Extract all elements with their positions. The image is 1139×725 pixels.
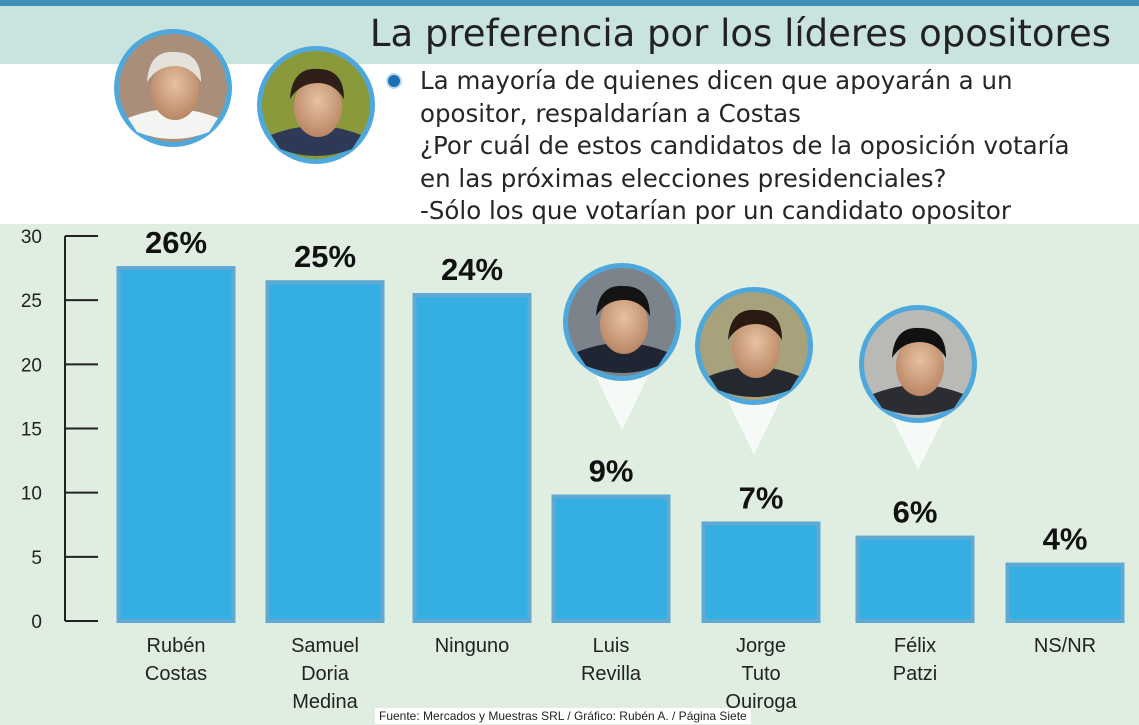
value-label: 24%	[441, 252, 503, 287]
category-label: Jorge	[736, 635, 786, 657]
portrait-hair	[596, 285, 650, 316]
y-tick-label: 0	[31, 612, 42, 633]
candidate-photo	[257, 46, 375, 215]
category-label: Costas	[145, 663, 207, 685]
top-strip	[0, 0, 1139, 6]
y-tick-label: 15	[21, 420, 42, 441]
y-tick-label: 20	[21, 355, 42, 376]
portrait-hair	[290, 68, 344, 99]
value-label: 4%	[1043, 522, 1088, 557]
description-line: en las próximas elecciones presidenciale…	[420, 163, 947, 193]
description-line: La mayoría de quienes dicen que apoyarán…	[420, 66, 1013, 95]
bar	[551, 494, 671, 623]
category-label: Tuto	[741, 663, 780, 685]
portrait-shoulders	[128, 109, 218, 139]
portrait-face	[294, 77, 342, 137]
bar	[1005, 562, 1125, 623]
portrait-shoulders	[873, 385, 963, 415]
bar	[701, 521, 821, 624]
category-label: Ninguno	[435, 635, 510, 657]
portrait-hair	[728, 309, 782, 340]
category-label: Rubén	[147, 635, 206, 657]
value-label: 6%	[893, 495, 938, 530]
category-label: NS/NR	[1034, 635, 1096, 657]
value-label: 7%	[739, 480, 784, 515]
category-label: Medina	[292, 691, 358, 713]
portrait-shoulders	[271, 126, 361, 156]
y-tick-label: 25	[21, 291, 42, 312]
value-label: 9%	[589, 454, 634, 489]
portrait-shoulders	[709, 367, 799, 397]
value-label: 25%	[294, 239, 356, 274]
category-label: Félix	[894, 635, 936, 657]
bar	[412, 293, 532, 623]
category-label: Revilla	[581, 663, 642, 685]
candidate-photo	[114, 29, 232, 195]
description-line: ¿Por cuál de estos candidatos de la opos…	[420, 131, 1070, 160]
category-label: Samuel	[291, 635, 359, 657]
portrait-shoulders	[577, 343, 667, 373]
category-label: Quiroga	[725, 691, 797, 713]
chart-description: La mayoría de quienes dicen que apoyarán…	[420, 65, 1070, 228]
y-tick-label: 30	[21, 227, 42, 248]
chart-title: La preferencia por los líderes opositore…	[369, 12, 1111, 55]
description-line: opositor, respaldarían a Costas	[420, 98, 801, 128]
category-label: Luis	[593, 635, 630, 657]
portrait-face	[151, 60, 199, 120]
portrait-face	[732, 318, 780, 378]
y-tick-label: 10	[21, 484, 42, 505]
portrait-hair	[147, 51, 201, 82]
bar	[116, 266, 236, 623]
y-tick-label: 5	[31, 548, 42, 569]
source-note: Fuente: Mercados y Muestras SRL / Gráfic…	[375, 708, 751, 724]
bullet-icon	[386, 73, 402, 89]
portrait-hair	[892, 327, 946, 358]
category-label: Patzi	[893, 663, 937, 685]
bar	[855, 535, 975, 623]
bar	[265, 280, 385, 623]
value-label: 26%	[145, 225, 207, 260]
portrait-face	[896, 336, 944, 396]
candidate-photo	[695, 287, 813, 455]
portrait-face	[600, 294, 648, 354]
description-line: -Sólo los que votarían por un candidato …	[420, 196, 1011, 225]
category-label: Doria	[301, 663, 350, 685]
candidate-photo	[563, 263, 681, 430]
candidate-photo	[859, 305, 977, 470]
